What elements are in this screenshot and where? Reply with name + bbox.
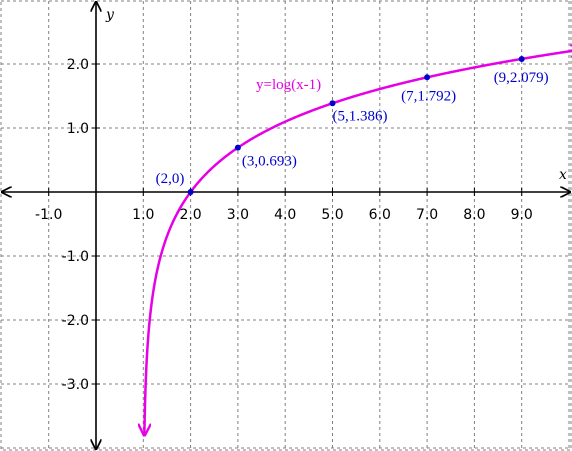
y-tick-label: -1.0 bbox=[62, 249, 89, 265]
y-tick-label: -3.0 bbox=[62, 377, 89, 393]
point-label: (2,0) bbox=[156, 171, 185, 187]
curve-label: y=log(x-1) bbox=[256, 77, 321, 93]
point-label: (3,0.693) bbox=[242, 154, 297, 170]
x-tick-label: 8.0 bbox=[463, 207, 485, 223]
data-point bbox=[234, 144, 241, 151]
x-tick-label: 7.0 bbox=[416, 207, 438, 223]
x-tick-label: 6.0 bbox=[369, 207, 391, 223]
points-group: (2,0) (3,0.693) (5,1.386) (7,1.792) (9,2.079… bbox=[156, 55, 549, 195]
x-axis-label: x bbox=[559, 167, 567, 183]
x-tick-label: 9.0 bbox=[511, 207, 533, 223]
y-tick-label: 2.0 bbox=[67, 57, 89, 73]
log-curve bbox=[144, 49, 572, 435]
x-tick-label: 5.0 bbox=[321, 207, 343, 223]
data-point bbox=[424, 74, 431, 81]
x-tick-label: 2.0 bbox=[179, 207, 201, 223]
x-tick-label: 4.0 bbox=[274, 207, 296, 223]
point-label: (5,1.386) bbox=[333, 108, 388, 124]
y-axis-label: y bbox=[105, 7, 115, 23]
y-tick-label: 1.0 bbox=[67, 121, 89, 137]
data-point bbox=[329, 100, 336, 107]
point-label: (9,2.079) bbox=[494, 70, 549, 86]
data-point bbox=[187, 189, 194, 195]
x-tick-label: 1.0 bbox=[132, 207, 154, 223]
data-point bbox=[518, 55, 525, 62]
y-tick-label: -2.0 bbox=[62, 313, 89, 329]
curve-group: y=log(x-1) bbox=[144, 49, 572, 435]
x-tick-label: -1.0 bbox=[35, 207, 62, 223]
point-label: (7,1.792) bbox=[401, 88, 456, 104]
x-tick-label: 3.0 bbox=[227, 207, 249, 223]
